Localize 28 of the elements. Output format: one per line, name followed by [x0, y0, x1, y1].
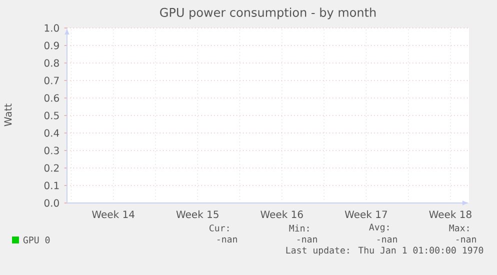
y-tick-label: 0.8 — [44, 59, 59, 67]
text: Cur: — [210, 224, 229, 232]
y-tick-label: 0.6 — [44, 94, 59, 102]
y-tick-label: 0.0 — [44, 199, 59, 207]
chart-title: GPU power consumption - by month — [160, 8, 376, 20]
x-tick-label: Week 15 — [176, 210, 218, 218]
y-tick-label: 0.2 — [44, 164, 59, 172]
y-tick-label: 0.4 — [44, 129, 60, 137]
y-tick-label: 0.9 — [44, 42, 59, 50]
text: Avg: — [369, 224, 389, 232]
x-tick-label: Week 16 — [260, 210, 303, 218]
x-tick-label: Week 17 — [344, 210, 387, 218]
y-tick-label: 0.5 — [44, 112, 59, 120]
y-tick-label: 0.7 — [44, 76, 59, 84]
legend-label: GPU 0 — [23, 236, 50, 244]
text: -nan — [217, 237, 237, 243]
text: Max: — [449, 224, 469, 232]
y-axis-title: Watt — [4, 104, 12, 126]
y-tick-label: 1.0 — [44, 24, 59, 32]
text: Min: — [289, 224, 309, 232]
text: -nan — [297, 237, 317, 243]
text: Last update: Thu Jan 1 01:00:00 1970 — [286, 246, 484, 256]
y-tick-label: 0.3 — [44, 146, 59, 154]
x-tick-label: Week 14 — [92, 210, 134, 218]
y-tick-label: 0.1 — [44, 182, 59, 190]
text: -nan — [456, 237, 476, 243]
x-tick-label: Week 18 — [429, 210, 472, 218]
text: -nan — [377, 237, 397, 243]
